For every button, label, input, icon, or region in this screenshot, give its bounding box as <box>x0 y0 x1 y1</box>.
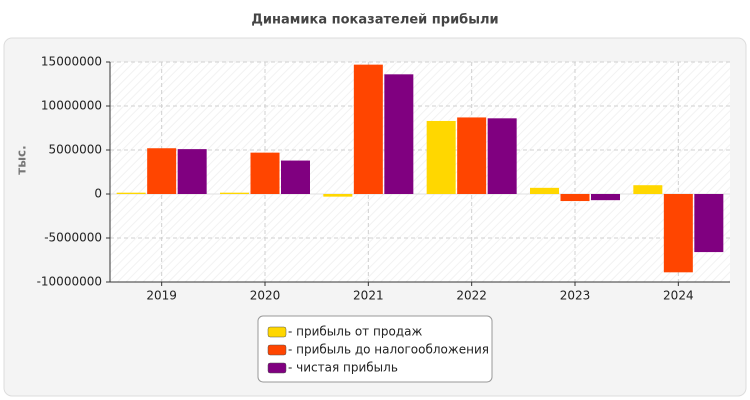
chart-title: Динамика показателей прибыли <box>251 13 498 28</box>
bar <box>457 117 487 194</box>
bar <box>487 118 517 194</box>
bar <box>560 194 590 202</box>
bar <box>147 148 177 194</box>
bar <box>177 149 207 194</box>
y-tick-label: -5000000 <box>44 231 102 245</box>
bar <box>250 152 280 194</box>
bar <box>591 194 620 201</box>
bar <box>220 192 249 194</box>
y-tick-label: 5000000 <box>49 143 102 157</box>
y-tick-label: 10000000 <box>41 99 102 113</box>
bar <box>694 194 724 253</box>
legend-swatch <box>267 326 287 338</box>
bar <box>116 192 146 194</box>
x-tick-label: 2019 <box>146 289 177 303</box>
bar <box>353 64 383 194</box>
legend-label: - прибыль до налогообложения <box>288 343 489 357</box>
plot-area <box>110 62 730 282</box>
bar <box>323 194 353 197</box>
legend-label: - чистая прибыль <box>288 361 398 375</box>
bar <box>281 160 310 194</box>
y-tick-label: 15000000 <box>41 55 102 69</box>
legend-label: - прибыль от продаж <box>288 325 422 339</box>
y-axis-label: тыс. <box>15 145 29 174</box>
bar <box>384 74 414 194</box>
x-tick-label: 2023 <box>560 289 591 303</box>
x-tick-label: 2022 <box>456 289 487 303</box>
bar <box>663 194 693 273</box>
y-tick-label: 0 <box>94 187 102 201</box>
legend-box <box>257 315 493 383</box>
bar <box>530 187 559 194</box>
x-tick-label: 2020 <box>250 289 281 303</box>
bar <box>426 120 456 194</box>
x-tick-label: 2021 <box>353 289 384 303</box>
y-tick-label: -10000000 <box>37 275 102 289</box>
legend-swatch <box>267 344 287 356</box>
bar <box>633 185 663 194</box>
x-tick-label: 2024 <box>663 289 694 303</box>
legend-swatch <box>267 362 287 374</box>
